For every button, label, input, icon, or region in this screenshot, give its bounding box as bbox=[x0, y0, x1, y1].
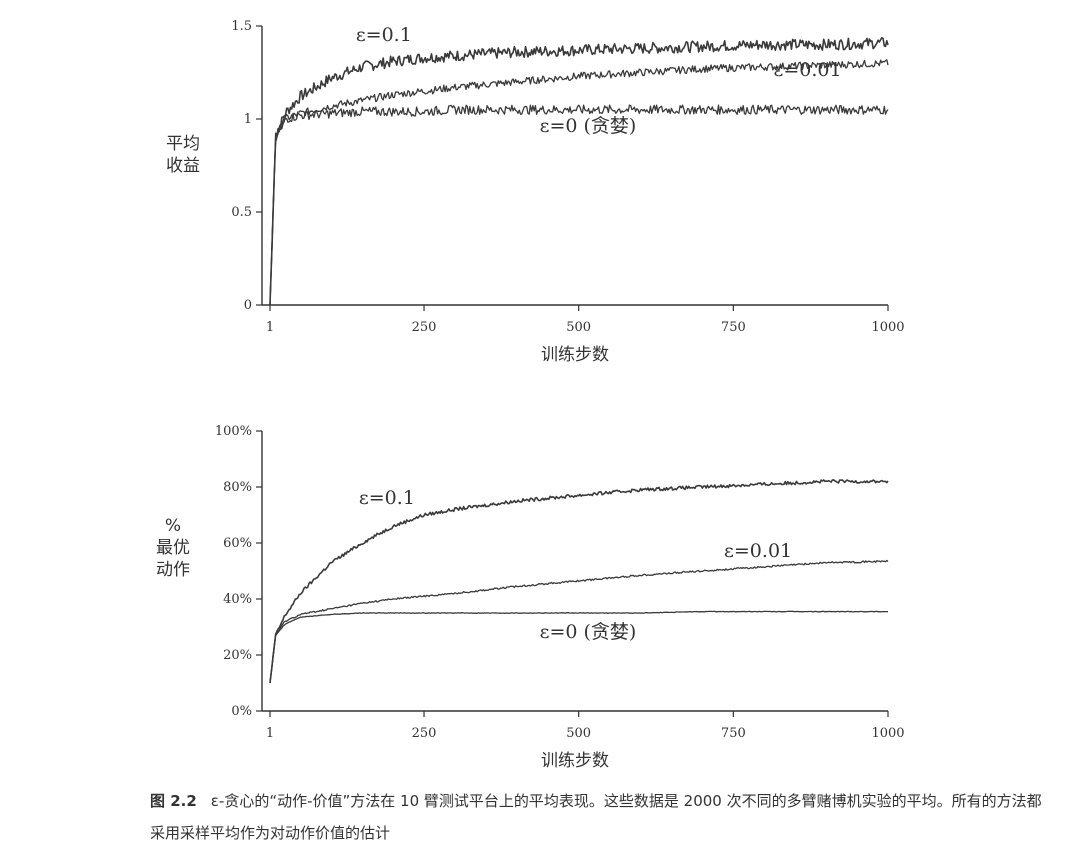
y-tick-label: 0 bbox=[244, 298, 252, 313]
x-tick-label: 1 bbox=[266, 320, 274, 335]
y-axis-title-line: 动作 bbox=[156, 560, 190, 580]
figure-number: 图 2.2 bbox=[150, 792, 197, 810]
x-tick-label: 500 bbox=[566, 320, 591, 335]
series-label: ε=0 (贪婪) bbox=[540, 621, 637, 643]
y-tick-label: 0.5 bbox=[231, 205, 252, 220]
figure-caption: 图 2.2 ε-贪心的“动作-价值”方法在 10 臂测试平台上的平均表现。这些数据… bbox=[150, 785, 1050, 849]
x-tick-label: 250 bbox=[412, 726, 437, 741]
x-tick-label: 1000 bbox=[871, 320, 904, 335]
chart-optimal-action: 0% 20% 40% 60% 80% 100% 1 250 500 750 1000 训练步数%最优动… bbox=[156, 424, 905, 771]
caption-text: ε-贪心的“动作-价值”方法在 10 臂测试平台上的平均表现。这些数据是 200… bbox=[150, 792, 1042, 842]
series-line-eps-0-greedy bbox=[269, 104, 889, 306]
y-tick-label: 100% bbox=[215, 424, 252, 439]
x-tick-label: 750 bbox=[721, 726, 746, 741]
series-label: ε=0.01 bbox=[724, 540, 792, 562]
series-line-eps-0-1 bbox=[269, 479, 889, 684]
y-axis-title-line: 最优 bbox=[156, 538, 190, 558]
series-line-eps-0-greedy bbox=[269, 610, 889, 684]
y-tick-label: 1.5 bbox=[231, 19, 252, 34]
x-tick-label: 250 bbox=[412, 320, 437, 335]
y-tick-label: 80% bbox=[223, 480, 252, 495]
y-tick-label: 0% bbox=[231, 704, 252, 719]
y-tick-label: 1 bbox=[244, 112, 252, 127]
series-label: ε=0.1 bbox=[359, 487, 415, 509]
x-tick-label: 500 bbox=[566, 726, 591, 741]
series-label: ε=0.01 bbox=[774, 59, 842, 81]
y-axis-title-line: 平均 bbox=[166, 134, 200, 154]
x-tick-label: 1000 bbox=[871, 726, 904, 741]
y-tick-label: 20% bbox=[223, 648, 252, 663]
series-label: ε=0 (贪婪) bbox=[540, 115, 637, 137]
series-line-eps-0-1 bbox=[269, 36, 889, 306]
x-axis-title: 训练步数 bbox=[541, 345, 609, 365]
series-line-eps-0-01 bbox=[269, 559, 889, 684]
x-axis-title: 训练步数 bbox=[541, 751, 609, 771]
y-tick-label: 60% bbox=[223, 536, 252, 551]
x-tick-label: 750 bbox=[721, 320, 746, 335]
x-tick-label: 1 bbox=[266, 726, 274, 741]
series-line-eps-0-01 bbox=[269, 59, 889, 306]
y-tick-label: 40% bbox=[223, 592, 252, 607]
series-label: ε=0.1 bbox=[356, 24, 412, 46]
y-axis-title-line: 收益 bbox=[166, 156, 200, 176]
y-axis-title-line: % bbox=[165, 516, 181, 536]
